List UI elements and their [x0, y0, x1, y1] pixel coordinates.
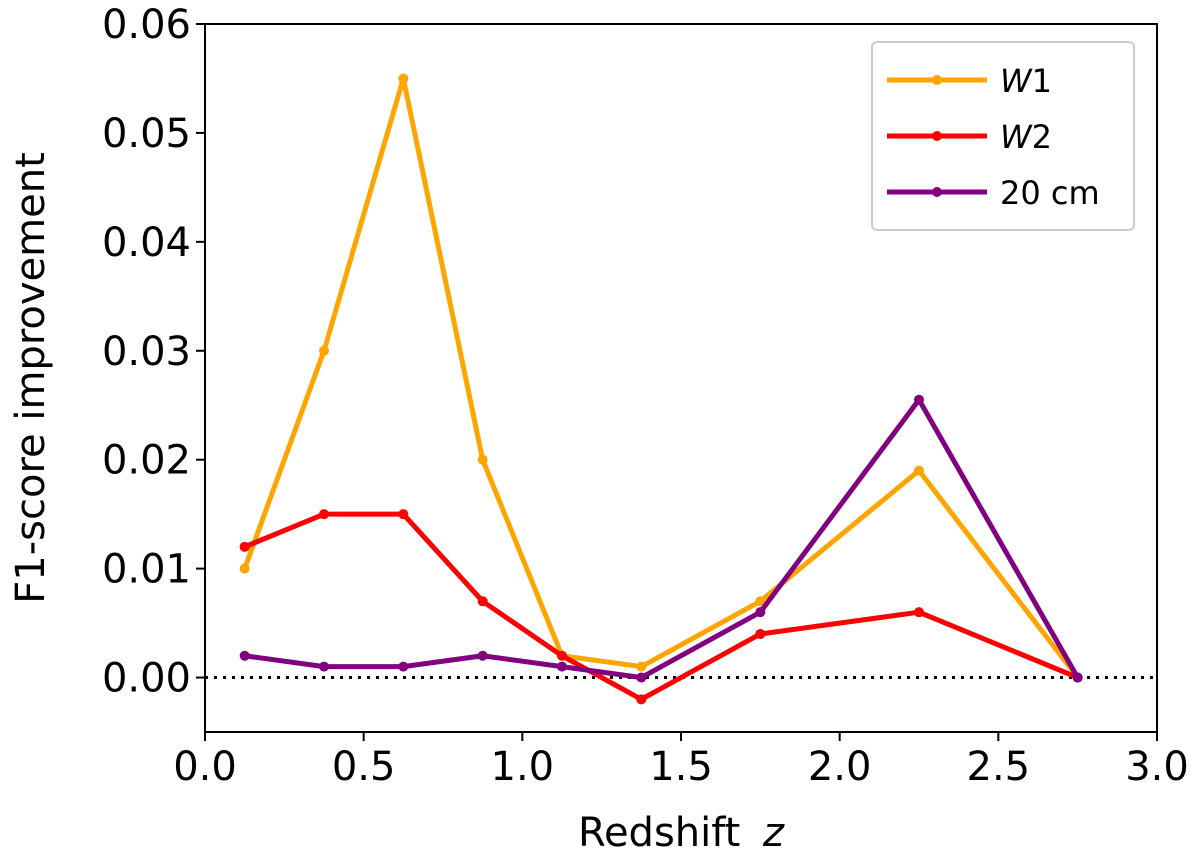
legend-label-main: W	[1000, 62, 1033, 100]
x-axis-label-text: Redshift	[578, 810, 740, 856]
y-tick-label: 0.03	[102, 329, 191, 375]
x-axis-label: Redshift z	[578, 810, 785, 856]
tick-layer: 0.0 0.5 1.0 1.5 2.0 2.5 3.0 0.00 0.01 0.02 0.03 0.0…	[102, 2, 1189, 790]
data-point-w2	[914, 607, 924, 618]
plot-frame	[204, 23, 1158, 733]
data-point-20-cm	[636, 672, 647, 683]
data-point-w2	[636, 694, 647, 705]
data-point-w2	[239, 541, 250, 552]
y-tick-label: 0.00	[102, 656, 191, 702]
legend-label-w2: W2	[1000, 118, 1052, 156]
y-tick-label: 0.06	[102, 2, 191, 48]
data-point-w2	[557, 650, 567, 661]
data-point-w2	[477, 596, 488, 607]
x-tick-label: 0.5	[332, 744, 396, 790]
data-point-20-cm	[477, 650, 488, 661]
y-tick-label: 0.01	[102, 547, 191, 593]
legend-label-w1: W1	[1000, 62, 1052, 100]
data-point-20-cm	[1072, 672, 1083, 683]
legend-label-index: 1	[1032, 62, 1052, 100]
x-tick-label: 0.0	[173, 744, 237, 790]
series-layer	[239, 73, 1083, 705]
x-tick-label: 3.0	[1125, 744, 1189, 790]
legend-label-main: W	[1000, 118, 1033, 156]
data-point-20-cm	[557, 661, 567, 672]
y-tick-label: 0.04	[102, 220, 191, 266]
data-point-20-cm	[914, 394, 924, 405]
legend-box	[871, 41, 1135, 231]
data-point-w1	[319, 345, 329, 356]
data-point-w1	[398, 73, 409, 84]
y-axis-label: F1-score improvement	[8, 152, 54, 603]
data-point-w2	[755, 628, 766, 639]
x-tick-label: 2.5	[967, 744, 1031, 790]
legend-marker-w2	[932, 131, 942, 141]
data-point-20-cm	[319, 661, 329, 672]
data-point-20-cm	[398, 661, 409, 672]
data-point-w1	[477, 454, 488, 465]
legend-marker-20-cm	[932, 187, 942, 197]
data-point-w1	[636, 661, 647, 672]
legend-label-20-cm: 20 cm	[1000, 174, 1100, 212]
y-tick-label: 0.02	[102, 438, 191, 484]
x-tick-label: 2.0	[808, 744, 872, 790]
x-tick-label: 1.0	[491, 744, 555, 790]
data-point-w2	[398, 509, 409, 520]
legend-label-index: 2	[1032, 118, 1052, 156]
data-point-20-cm	[755, 607, 766, 618]
x-tick-label: 1.5	[649, 744, 713, 790]
data-point-w2	[319, 509, 329, 520]
data-point-w1	[239, 563, 250, 574]
data-point-w1	[914, 465, 924, 476]
legend-label-main: 20 cm	[1000, 174, 1100, 212]
data-point-w1	[755, 596, 766, 607]
legend-marker-w1	[932, 75, 942, 85]
x-axis-label-variable: z	[762, 810, 785, 856]
y-tick-label: 0.05	[102, 111, 191, 157]
data-point-20-cm	[239, 650, 250, 661]
